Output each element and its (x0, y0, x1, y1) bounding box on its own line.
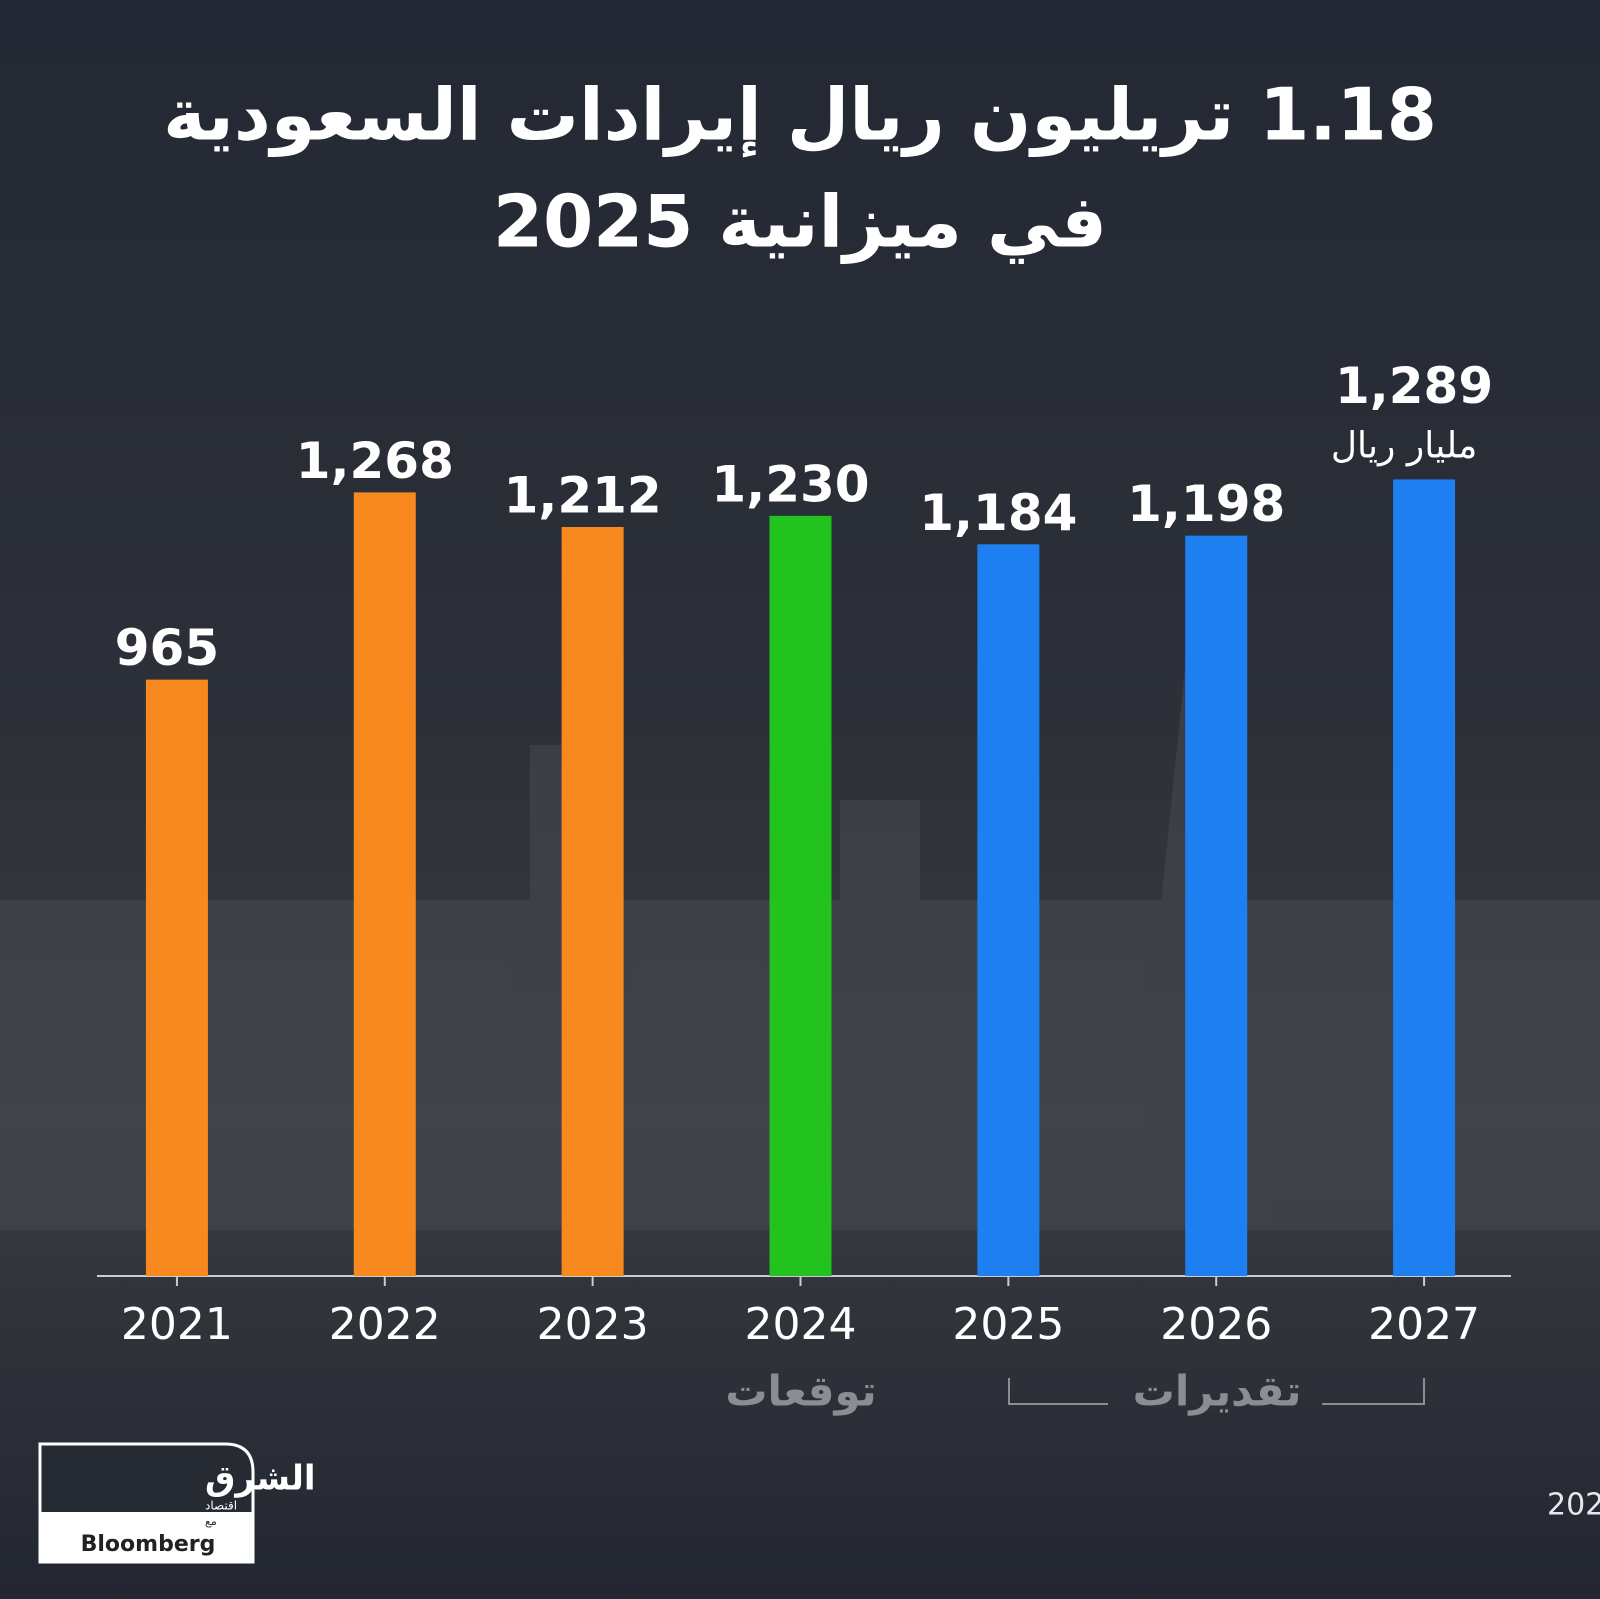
unit-label: مليار ريال (1331, 425, 1477, 466)
value-label: 1,268 (296, 432, 454, 490)
bar (1185, 535, 1248, 1276)
x-tick-label: 2022 (329, 1299, 441, 1350)
value-label: 1,184 (919, 484, 1077, 542)
logo-name: الشرق (205, 1459, 316, 1499)
x-tick-label: 2025 (952, 1299, 1064, 1350)
value-label: 1,230 (711, 455, 869, 513)
logo-band (40, 1512, 253, 1562)
annotation: توقعات (725, 1367, 876, 1417)
logo-sub: اقتصاد (205, 1499, 237, 1513)
chart-title: 1.18 تريليون ريال إيرادات السعودية (163, 73, 1437, 158)
bar (353, 492, 416, 1277)
x-tick-label: 2021 (121, 1299, 233, 1350)
value-label: 1,212 (504, 466, 662, 524)
value-label: 1,289 (1335, 357, 1493, 415)
x-tick-label: 2026 (1160, 1299, 1272, 1350)
logo-partner: Bloomberg (81, 1532, 216, 1557)
logo-with: مع (205, 1515, 217, 1528)
chart-title: في ميزانية 2025 (493, 180, 1107, 265)
value-label: 965 (115, 619, 219, 677)
value-label: 1,198 (1127, 475, 1285, 533)
annotation: تقديرات (1133, 1367, 1302, 1417)
x-tick-label: 2024 (745, 1299, 857, 1350)
logo: الشرق اقتصاد مع Bloomberg (38, 1442, 316, 1564)
bar (145, 679, 208, 1276)
bar (561, 526, 624, 1276)
bar (769, 515, 832, 1276)
source: المصدر: وزارة المالية السعودية ميزانية 2… (1547, 1488, 1600, 1523)
bracket (1008, 1378, 1425, 1405)
bar (1393, 479, 1456, 1276)
x-tick-label: 2023 (537, 1299, 649, 1350)
x-tick-label: 2027 (1368, 1299, 1480, 1350)
bar (977, 544, 1040, 1276)
